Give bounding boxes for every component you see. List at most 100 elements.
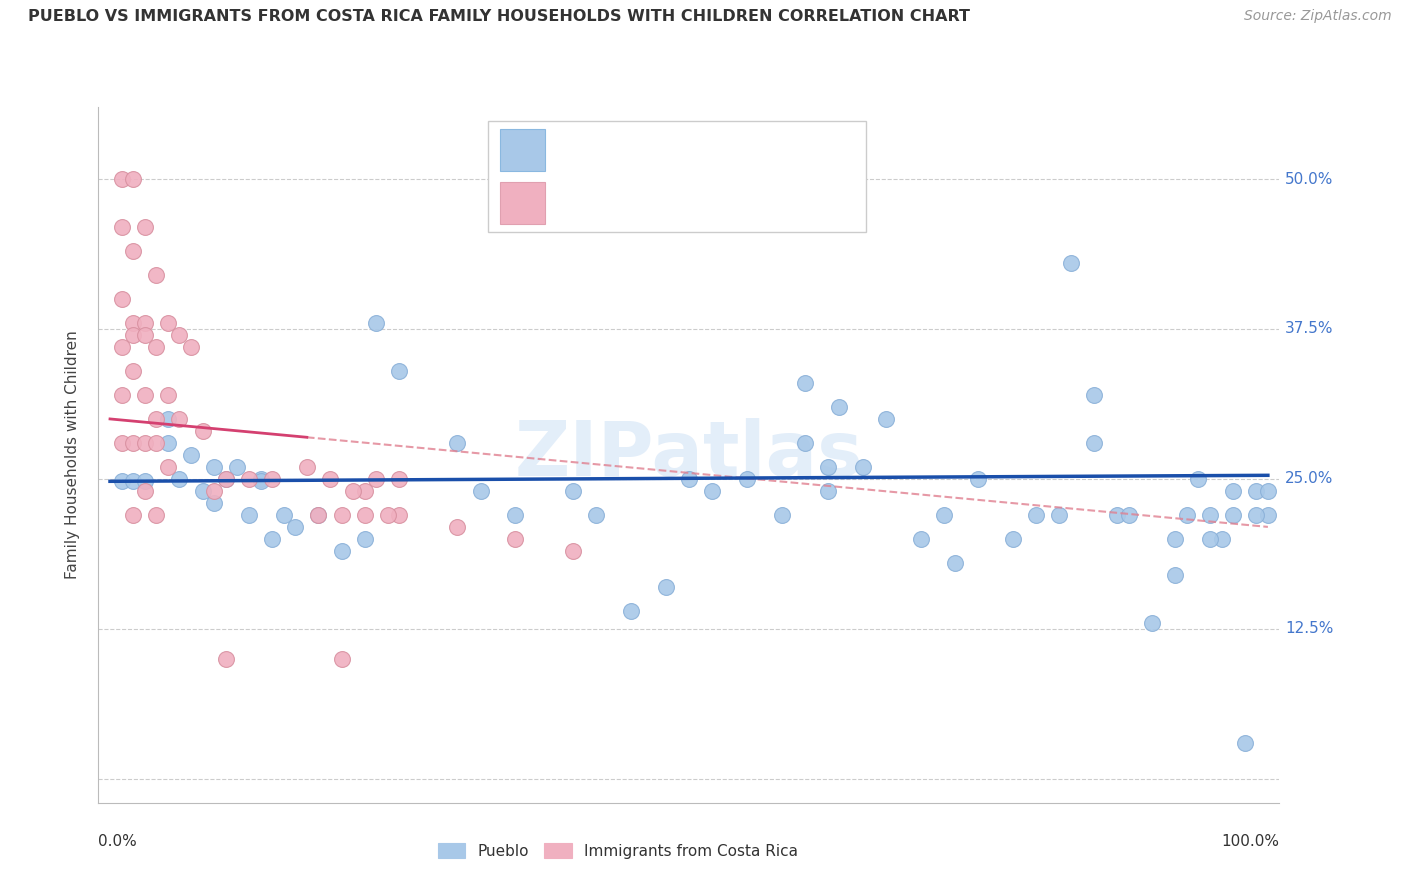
Text: 100.0%: 100.0% (1222, 834, 1279, 849)
Point (875, 412, 897, 426)
Point (122, 508, 145, 522)
Point (156, 436, 179, 450)
Point (1175, 508, 1198, 522)
Point (735, 472, 758, 486)
Point (122, 244, 145, 258)
Point (353, 483, 375, 498)
Point (262, 472, 284, 486)
Point (793, 376, 815, 390)
Point (238, 472, 260, 486)
Text: ZIPatlas: ZIPatlas (515, 418, 863, 491)
Point (110, 172, 132, 186)
Point (145, 436, 167, 450)
Point (273, 508, 295, 522)
Text: 12.5%: 12.5% (1285, 622, 1334, 636)
Point (366, 472, 388, 486)
Point (377, 508, 399, 522)
Point (145, 268, 167, 282)
Point (215, 652, 238, 666)
Text: 37.5%: 37.5% (1285, 321, 1334, 336)
Point (145, 412, 167, 426)
Point (910, 532, 932, 546)
Point (191, 424, 214, 438)
Point (562, 483, 585, 498)
Point (1025, 508, 1047, 522)
Point (700, 483, 723, 498)
Legend: Pueblo, Immigrants from Costa Rica: Pueblo, Immigrants from Costa Rica (432, 837, 804, 864)
Point (1118, 508, 1140, 522)
Point (503, 508, 526, 522)
Point (110, 340, 132, 354)
Point (1187, 472, 1209, 486)
Point (1222, 483, 1244, 498)
Point (1199, 508, 1222, 522)
Point (191, 483, 214, 498)
Point (134, 219, 156, 234)
Point (284, 520, 307, 534)
Point (1002, 532, 1025, 546)
Point (1107, 508, 1129, 522)
Point (307, 508, 329, 522)
Text: Source: ZipAtlas.com: Source: ZipAtlas.com (1244, 9, 1392, 23)
Point (134, 316, 156, 330)
Point (249, 475, 271, 489)
Point (388, 472, 411, 486)
Point (655, 580, 678, 594)
Point (1049, 508, 1071, 522)
Point (122, 364, 145, 378)
Text: PUEBLO VS IMMIGRANTS FROM COSTA RICA FAMILY HOUSEHOLDS WITH CHILDREN CORRELATION: PUEBLO VS IMMIGRANTS FROM COSTA RICA FAM… (28, 9, 970, 24)
Point (446, 520, 468, 534)
Point (122, 328, 145, 343)
Point (1222, 508, 1244, 522)
Point (446, 436, 468, 450)
Point (770, 508, 793, 522)
Point (1246, 508, 1268, 522)
Point (262, 532, 284, 546)
Point (169, 328, 191, 343)
Point (388, 508, 411, 522)
Point (943, 556, 966, 570)
Point (110, 388, 132, 402)
Point (110, 475, 132, 489)
Point (1140, 615, 1163, 630)
Point (295, 459, 318, 474)
Text: 25.0%: 25.0% (1285, 471, 1334, 486)
Point (122, 436, 145, 450)
Point (169, 472, 191, 486)
Point (307, 508, 329, 522)
Point (169, 412, 191, 426)
Point (319, 472, 342, 486)
Point (932, 508, 955, 522)
Point (342, 483, 364, 498)
Point (585, 508, 607, 522)
Point (1164, 567, 1187, 582)
Point (1164, 532, 1187, 546)
Point (122, 316, 145, 330)
Point (1246, 483, 1268, 498)
Point (215, 472, 238, 486)
Point (202, 483, 225, 498)
Point (330, 652, 353, 666)
Point (249, 472, 271, 486)
Point (1083, 436, 1105, 450)
Text: 0.0%: 0.0% (98, 834, 138, 849)
Point (330, 508, 353, 522)
Text: 50.0%: 50.0% (1285, 171, 1334, 186)
Point (1060, 256, 1083, 270)
Point (122, 172, 145, 186)
Point (156, 459, 179, 474)
Point (110, 292, 132, 306)
Point (215, 472, 238, 486)
Point (1199, 532, 1222, 546)
Point (620, 604, 643, 618)
Point (828, 400, 851, 414)
Point (1257, 483, 1279, 498)
Point (156, 316, 179, 330)
Point (226, 459, 249, 474)
Point (1257, 508, 1279, 522)
Point (122, 475, 145, 489)
Point (202, 459, 225, 474)
Y-axis label: Family Households with Children: Family Households with Children (65, 331, 80, 579)
Point (678, 472, 700, 486)
Point (330, 544, 353, 558)
